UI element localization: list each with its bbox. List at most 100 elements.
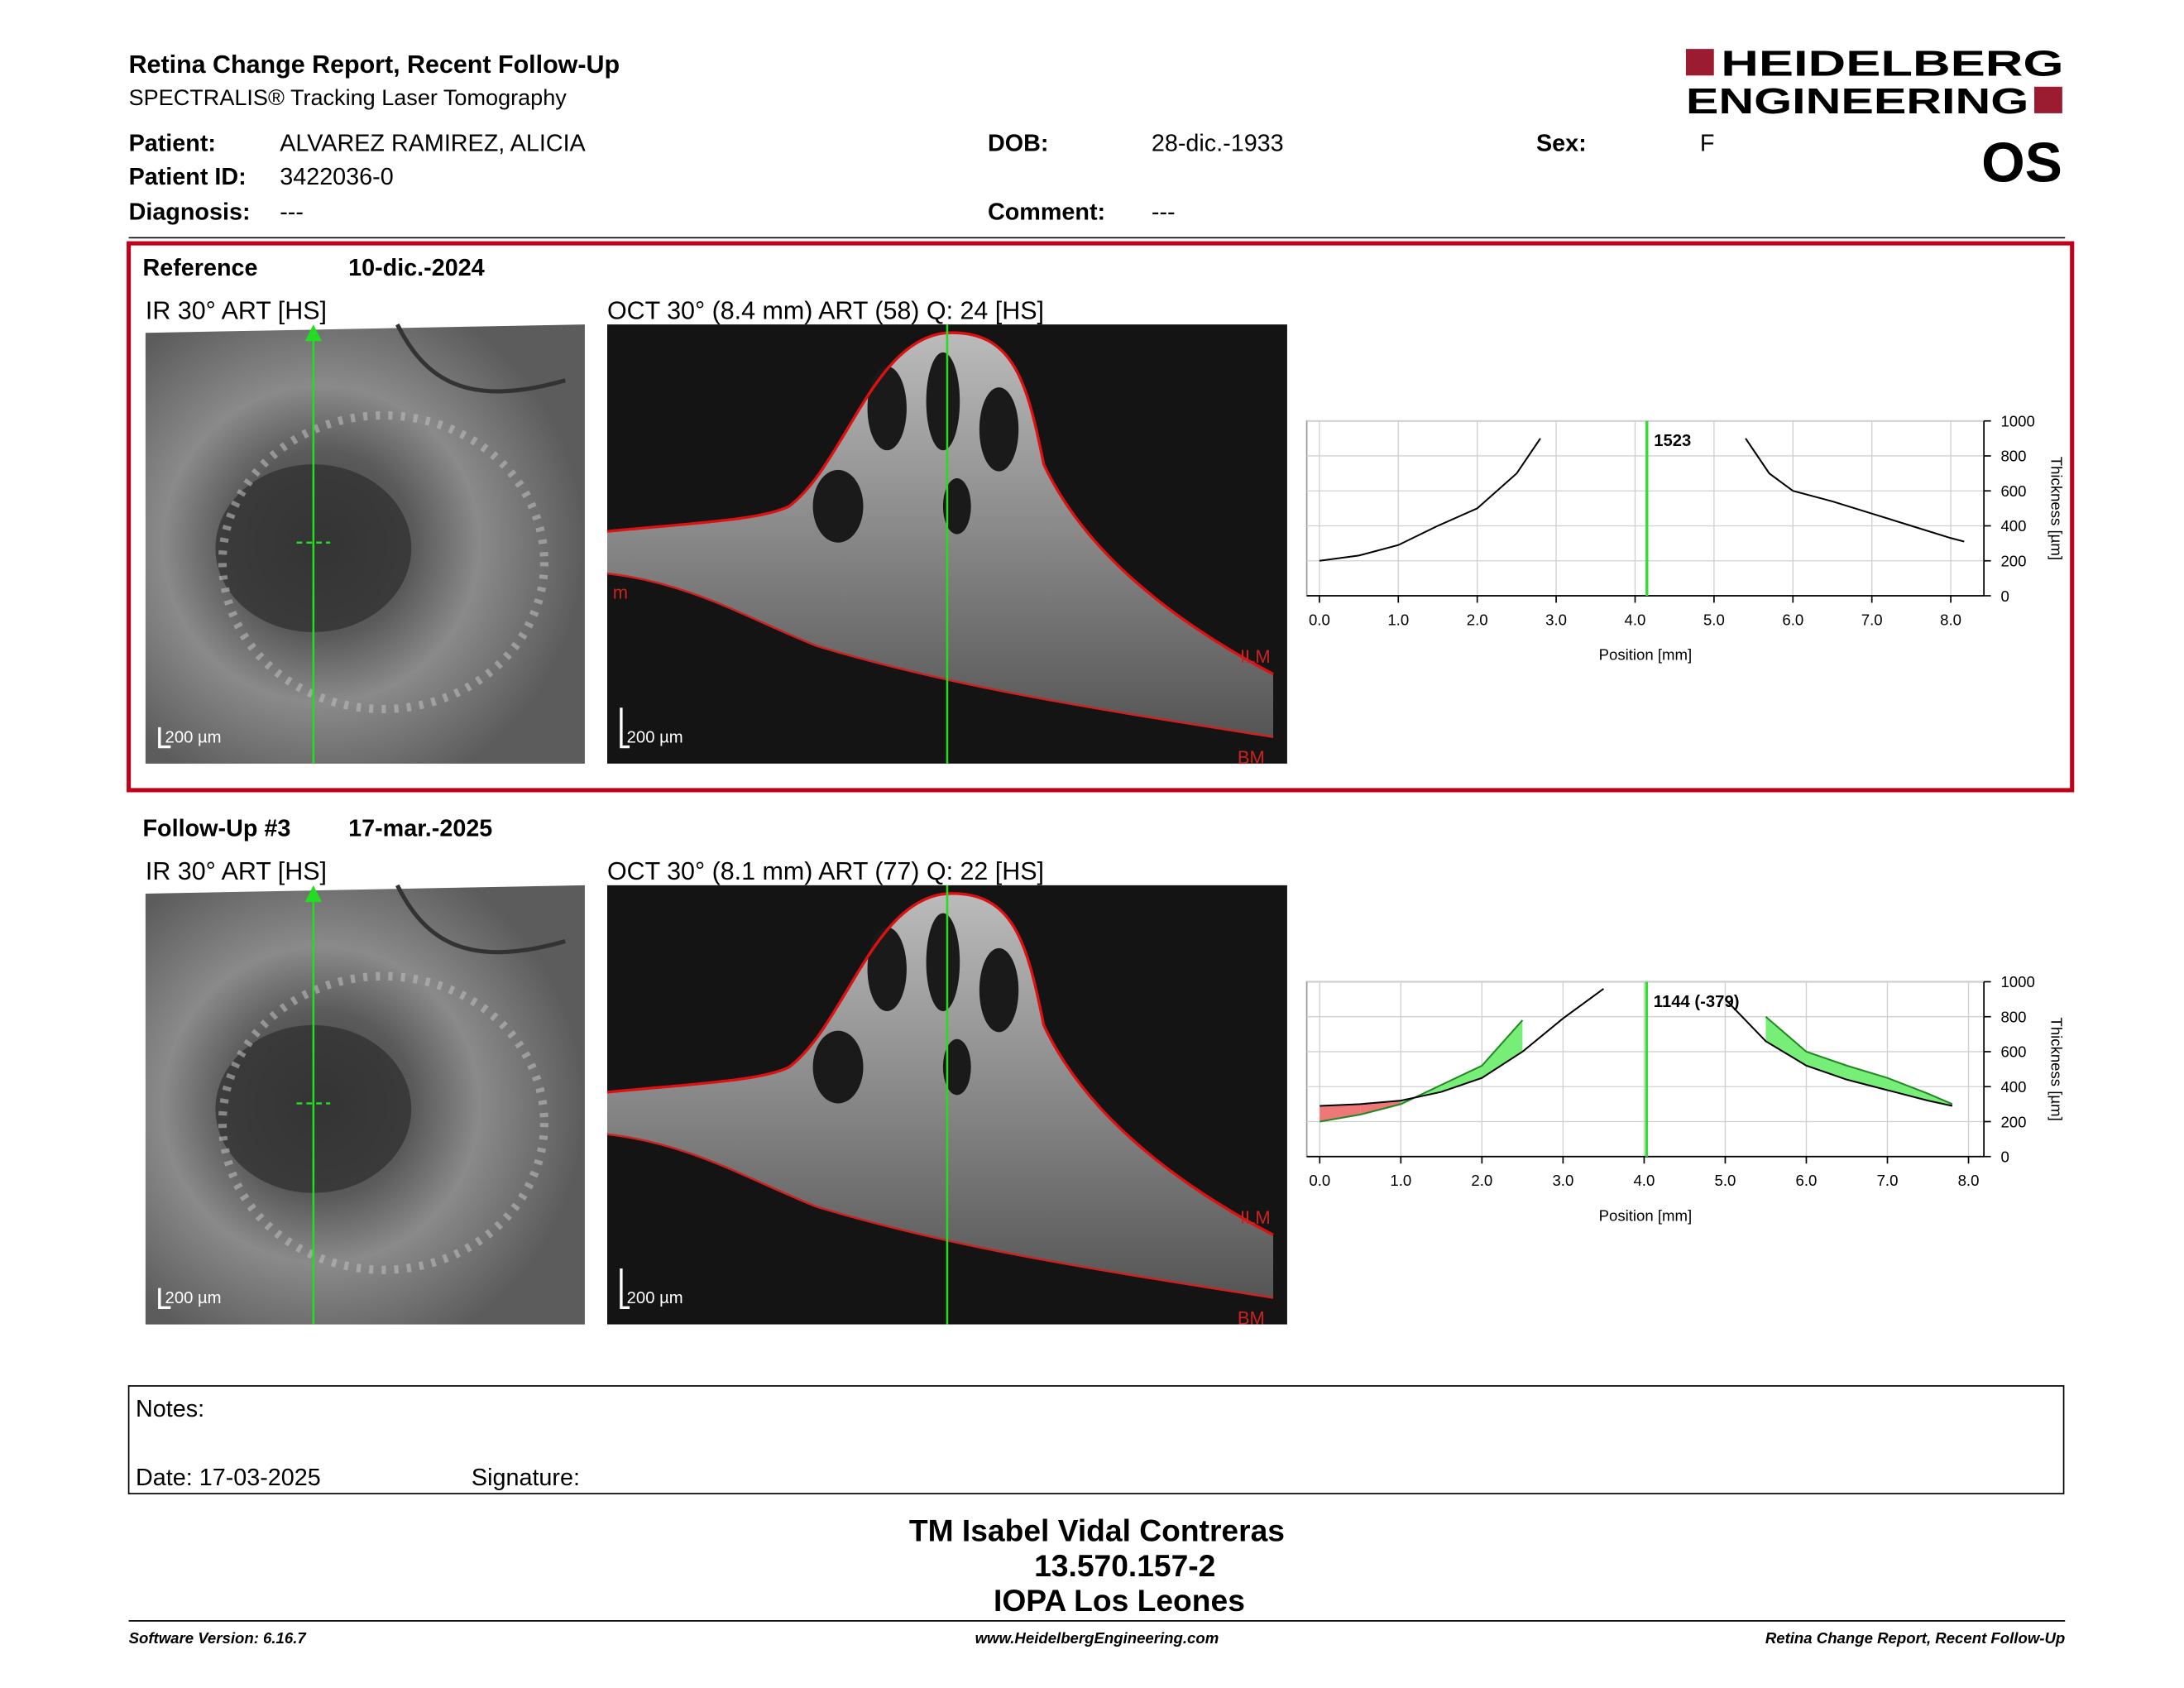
layer-label: BM xyxy=(1238,747,1265,768)
logo-text: ENGINEERING xyxy=(1686,81,2028,122)
y-tick-label: 800 xyxy=(2000,448,2026,465)
cyst xyxy=(867,366,907,451)
x-axis-label: Position [mm] xyxy=(1599,1206,1693,1224)
cyst xyxy=(812,469,864,543)
scale-bar xyxy=(620,707,630,749)
exam-label: Reference xyxy=(143,255,258,281)
x-tick-label: 6.0 xyxy=(1796,1172,1818,1189)
y-axis-label: Thickness [µm] xyxy=(2048,457,2065,560)
y-tick-label: 0 xyxy=(2000,587,2009,605)
layer-marker: m xyxy=(613,582,628,602)
reference-frame xyxy=(127,241,2075,793)
cyst xyxy=(942,478,971,535)
report-subtitle: SPECTRALIS® Tracking Laser Tomography xyxy=(129,85,568,110)
cyst xyxy=(942,1038,971,1096)
scale-bar xyxy=(158,727,171,749)
x-tick-label: 5.0 xyxy=(1715,1172,1736,1189)
image-title: IR 30° ART [HS] xyxy=(146,857,327,885)
y-tick-label: 0 xyxy=(2000,1149,2009,1166)
footer-left: Software Version: 6.16.7 xyxy=(129,1629,308,1647)
layer-label: ILM xyxy=(1240,1207,1271,1228)
cyst xyxy=(979,947,1019,1033)
field-label: Sex: xyxy=(1536,131,1587,157)
x-tick-label: 2.0 xyxy=(1471,1172,1492,1189)
cyst xyxy=(979,387,1019,472)
y-tick-label: 1000 xyxy=(2000,973,2034,990)
exudate-ring xyxy=(218,410,548,713)
logo-square xyxy=(1685,49,1714,76)
change-area xyxy=(1360,1101,1401,1115)
plot-area xyxy=(1305,420,1985,597)
y-tick-label: 200 xyxy=(2000,553,2026,570)
exam-date: 10-dic.-2024 xyxy=(348,255,485,281)
field-value: ALVAREZ RAMIREZ, ALICIA xyxy=(280,131,586,157)
y-tick-label: 1000 xyxy=(2000,412,2034,429)
notes-box xyxy=(127,1385,2065,1494)
x-tick-label: 6.0 xyxy=(1782,611,1803,628)
change-area xyxy=(1482,1019,1523,1078)
ir-image: 200 µm xyxy=(145,884,585,1325)
logo-text: HEIDELBERG xyxy=(1721,43,2063,84)
thickness-line xyxy=(1319,438,1965,562)
cursor-label: 1144 (-379) xyxy=(1654,993,1740,1011)
vessel xyxy=(395,884,566,955)
oct-image: ILM BM 200 µm xyxy=(606,885,1287,1329)
scale-label: 200 µm xyxy=(165,1289,222,1307)
field-value: F xyxy=(1700,131,1715,157)
x-tick-label: 2.0 xyxy=(1467,611,1488,628)
field-label: DOB: xyxy=(988,131,1048,157)
scale-bar xyxy=(158,1288,171,1309)
x-tick-label: 3.0 xyxy=(1545,611,1567,628)
notes-label: Notes: xyxy=(136,1396,204,1422)
field-value: 28-dic.-1933 xyxy=(1152,131,1284,157)
scan-arrow xyxy=(304,324,322,342)
retina xyxy=(606,893,1274,1298)
x-tick-label: 0.0 xyxy=(1309,611,1330,628)
change-area xyxy=(1846,1065,1888,1091)
signer-name: TM Isabel Vidal Contreras xyxy=(909,1513,1285,1548)
x-tick-label: 8.0 xyxy=(1940,611,1961,628)
exam-date: 17-mar.-2025 xyxy=(348,816,492,842)
notes-date: Date: 17-03-2025 xyxy=(136,1465,321,1491)
change-area xyxy=(1806,1051,1847,1080)
image-title: OCT 30° (8.1 mm) ART (77) Q: 22 [HS] xyxy=(607,857,1044,885)
field-label: Comment: xyxy=(988,199,1105,225)
x-tick-label: 1.0 xyxy=(1387,611,1409,628)
y-tick-label: 800 xyxy=(2000,1008,2026,1025)
report-title: Retina Change Report, Recent Follow-Up xyxy=(129,50,620,79)
exam-label: Follow-Up #3 xyxy=(143,816,291,842)
field-label: Diagnosis: xyxy=(129,199,251,225)
scale-label: 200 µm xyxy=(627,728,683,746)
field-value: 3422036-0 xyxy=(280,164,393,190)
thickness-line xyxy=(1320,1015,1953,1123)
exudate-ring xyxy=(218,971,548,1274)
cyst xyxy=(926,352,960,451)
x-tick-label: 5.0 xyxy=(1703,611,1725,628)
thickness-line xyxy=(1320,988,1953,1107)
footer-right: Retina Change Report, Recent Follow-Up xyxy=(1765,1629,2065,1647)
bm-line xyxy=(606,572,1274,738)
y-tick-label: 200 xyxy=(2000,1113,2026,1130)
logo-square xyxy=(2034,86,2062,113)
eye-label: OS xyxy=(1981,132,2062,194)
field-label: Patient ID: xyxy=(129,164,247,190)
y-tick-label: 600 xyxy=(2000,482,2026,500)
vessel xyxy=(395,323,566,394)
x-tick-label: 3.0 xyxy=(1552,1172,1573,1189)
x-tick-label: 8.0 xyxy=(1958,1172,1980,1189)
layer-label: ILM xyxy=(1240,646,1271,667)
field-value: --- xyxy=(280,199,304,225)
x-tick-label: 1.0 xyxy=(1390,1172,1411,1189)
field-label: Patient: xyxy=(129,131,216,157)
x-tick-label: 7.0 xyxy=(1861,611,1883,628)
change-area xyxy=(1441,1065,1482,1092)
x-tick-label: 4.0 xyxy=(1633,1172,1655,1189)
layer-label: BM xyxy=(1238,1308,1265,1329)
ir-image: 200 µm xyxy=(145,323,585,764)
image-title: OCT 30° (8.4 mm) ART (58) Q: 24 [HS] xyxy=(607,296,1044,324)
y-tick-label: 400 xyxy=(2000,1078,2026,1096)
cyst xyxy=(926,913,960,1011)
scale-label: 200 µm xyxy=(165,728,222,746)
signer-org: IOPA Los Leones xyxy=(994,1583,1245,1618)
